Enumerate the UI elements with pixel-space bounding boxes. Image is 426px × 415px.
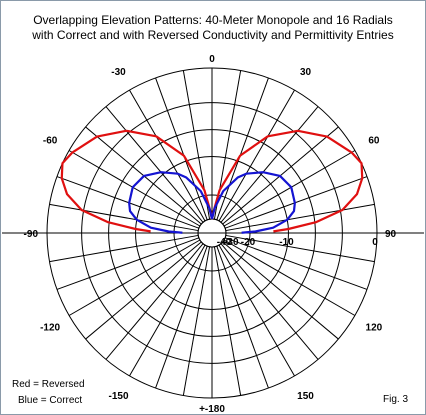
grid-spoke — [129, 89, 206, 222]
grid-spoke — [105, 243, 204, 360]
series-1-curve-right — [210, 171, 296, 234]
grid-spoke — [220, 243, 319, 360]
grid-spoke — [68, 150, 201, 227]
grid-spoke — [224, 176, 368, 229]
angle-label: -150 — [108, 391, 128, 402]
radial-label: -40 — [217, 237, 232, 248]
series-0-curve-right — [210, 129, 364, 233]
grid-spoke — [49, 234, 199, 263]
angle-label: -120 — [40, 323, 60, 334]
grid-spoke — [56, 237, 200, 290]
radial-label: -20 — [241, 237, 256, 248]
grid-spoke — [218, 244, 295, 377]
series-1-curve-left — [128, 171, 214, 234]
legend-red-entry: Red = Reversed — [12, 379, 85, 390]
radial-label: -30 — [224, 237, 239, 248]
radial-label: 0 — [372, 237, 378, 248]
angle-label: -90 — [24, 229, 39, 240]
series-0-curve-left — [60, 129, 214, 233]
grid-spoke — [56, 176, 200, 229]
chart-title-line1: Overlapping Elevation Patterns: 40-Meter… — [33, 13, 393, 27]
grid-spoke — [105, 106, 204, 223]
grid-spoke — [216, 77, 269, 221]
grid-spoke — [155, 245, 208, 389]
angle-label: 30 — [300, 67, 312, 78]
grid-spoke — [85, 241, 202, 340]
angle-label: 0 — [209, 54, 215, 65]
grid-spoke — [129, 244, 206, 377]
angle-label: 120 — [366, 323, 383, 334]
chart-title-line2: with Correct and with Reversed Conductiv… — [32, 28, 394, 42]
angle-label: +-180 — [199, 404, 225, 415]
grid-spoke — [218, 89, 295, 222]
radial-label: -10 — [279, 237, 294, 248]
grid-spoke — [155, 77, 208, 221]
angle-label: -60 — [43, 136, 58, 147]
grid-spoke — [225, 203, 375, 232]
grid-spoke — [49, 203, 199, 232]
angle-label: -30 — [111, 67, 126, 78]
grid-spoke — [220, 106, 319, 223]
legend-blue-entry: Blue = Correct — [18, 395, 83, 406]
angle-label: 90 — [385, 229, 397, 240]
grid-spoke — [213, 246, 242, 396]
grid-spoke — [182, 246, 211, 396]
figure-label: Fig. 3 — [383, 394, 409, 405]
grid-spoke — [216, 245, 269, 389]
grid-spoke — [225, 234, 375, 263]
grid-spoke — [223, 239, 356, 316]
grid-spoke — [223, 150, 356, 227]
angle-label: 150 — [297, 391, 314, 402]
grid-spoke — [68, 239, 201, 316]
angle-label: 60 — [368, 136, 380, 147]
grid-spoke — [222, 241, 339, 340]
grid-spoke — [224, 237, 368, 290]
